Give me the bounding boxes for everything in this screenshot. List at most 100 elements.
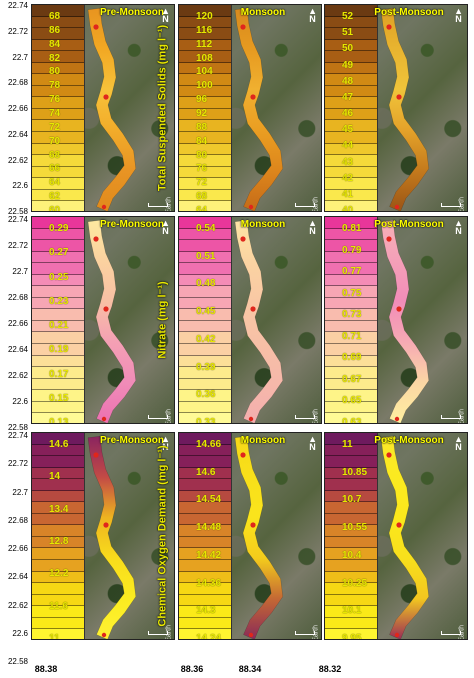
legend-label: 0.75 (342, 287, 362, 299)
y-tick-label: 22.64 (7, 345, 28, 354)
legend-label: 88 (196, 121, 208, 133)
legend-colorbar: 120 116 112 108 104 100 96 92 88 84 80 76 72 68 64 (179, 5, 232, 211)
legend-label: 0.54 (196, 223, 216, 234)
map-panel: 14.61413.412.812.211.611Pre-Monsoon▲NGoo… (31, 432, 175, 640)
legend-label: 0.33 (196, 417, 216, 424)
y-tick-label: 22.62 (7, 155, 28, 165)
legend-label: 51 (342, 27, 354, 39)
legend-label: 14.54 (196, 494, 222, 506)
north-arrow-icon: ▲ N (308, 6, 317, 24)
river-overlay (234, 8, 284, 211)
map-panel: 0.29 0.27 0.25 0.23 0.21 0.19 0.17 0.15 0.13 Pre-… (31, 216, 175, 424)
river-overlay (87, 8, 137, 211)
legend-label: 0.81 (342, 223, 362, 234)
legend-colorbar: 14.66 14.6 14.54 14.48 14.42 14.36 14.3 14.24 (179, 433, 232, 639)
map-panel: 120 116 112 108 104 100 96 92 88 84 80 76 72 68 64 Mons… (178, 4, 322, 212)
x-tick-label: 88.34 (238, 664, 262, 674)
north-arrow-icon: ▲ N (454, 434, 463, 452)
legend-label: 84 (196, 135, 208, 147)
river-overlay (380, 220, 430, 423)
y-tick-label: 22.66 (7, 319, 28, 328)
legend-label: 0.42 (196, 333, 216, 345)
river-channel (234, 220, 284, 423)
legend-colorbar: 14.6 14 13.4 12.8 12.2 11.6 11 (32, 433, 85, 639)
north-label: N (455, 226, 462, 236)
y-tick-label: 22.58 (7, 423, 28, 432)
sampling-point-marker (103, 306, 109, 312)
legend-label: 50 (342, 43, 354, 55)
season-label: Post-Monsoon (374, 435, 444, 446)
sampling-point-marker (248, 632, 254, 638)
legend-label: 80 (196, 149, 208, 161)
river-channel (380, 436, 430, 639)
legend-colorbar: 0.54 0.51 0.48 0.45 0.42 0.39 0.36 0.33 (179, 217, 232, 423)
parameter-label: Nitrate (mg l⁻¹) (156, 281, 168, 359)
north-label: N (455, 14, 462, 24)
legend-colorbar: 11 10.85 10.7 10.55 10.4 10.25 10.1 9.95 (325, 433, 378, 639)
north-label: N (455, 442, 462, 452)
sampling-point-marker (240, 452, 246, 458)
parameter-title: Chemical Oxygen Demand (mg l⁻¹) (151, 432, 172, 640)
legend-label: 0.79 (342, 244, 362, 256)
legend-label: 11 (342, 439, 353, 450)
legend-label: 10.7 (342, 494, 362, 506)
y-tick-label: 22.74 (7, 1, 28, 10)
legend-label: 14.3 (196, 605, 216, 617)
y-tick-label: 22.68 (7, 293, 28, 302)
north-label: N (162, 226, 169, 236)
sampling-point-marker (250, 522, 256, 528)
legend-label: 41 (342, 188, 354, 200)
legend-label: 0.27 (49, 247, 69, 259)
sampling-point-marker (103, 94, 109, 100)
legend-label: 0.63 (342, 417, 362, 424)
map-panel: 0.54 0.51 0.48 0.45 0.42 0.39 0.36 0.33 Monsoon ▲… (178, 216, 322, 424)
north-label: N (309, 14, 316, 24)
scale-bar (441, 415, 461, 419)
x-tick-label: 88.38 (34, 664, 58, 674)
north-arrow-icon: ▲ N (161, 218, 170, 236)
sampling-point-marker (386, 236, 392, 242)
legend-label: 92 (196, 108, 208, 119)
sampling-point-marker (250, 94, 256, 100)
legend-label: 13.4 (49, 503, 69, 515)
sampling-point-marker (250, 306, 256, 312)
legend-label: 70 (49, 135, 61, 147)
legend-label: 44 (342, 140, 354, 152)
legend-label: 0.67 (342, 373, 362, 385)
north-label: N (162, 442, 169, 452)
sampling-point-marker (93, 452, 99, 458)
legend-label: 49 (342, 59, 354, 71)
legend-label: 14.48 (196, 522, 222, 534)
legend-label: 68 (49, 149, 61, 161)
scale-bar (148, 415, 168, 419)
river-overlay (87, 220, 137, 423)
x-tick-label: 88.32 (318, 664, 342, 674)
y-tick-label: 22.64 (7, 129, 28, 139)
season-label: Monsoon (240, 435, 286, 446)
sampling-point-marker (93, 236, 99, 242)
legend-label: 74 (49, 108, 61, 119)
north-arrow-icon: ▲ N (454, 218, 463, 236)
north-label: N (309, 226, 316, 236)
river-overlay (87, 436, 137, 639)
legend-label: 86 (49, 24, 61, 36)
sampling-point-marker (386, 24, 392, 30)
legend-label: 76 (49, 94, 61, 106)
river-channel (234, 8, 284, 211)
legend-label: 14.42 (196, 549, 222, 561)
y-tick-label: 22.74 (7, 431, 28, 440)
season-label: Monsoon (240, 7, 286, 18)
legend-label: 96 (196, 94, 208, 106)
legend-label: 0.51 (196, 250, 216, 262)
legend-label: 9.95 (342, 633, 362, 640)
legend-colorbar: 52 51 50 49 48 47 46 45 44 43 42 41 40 (325, 5, 378, 211)
y-tick-label: 22.68 (7, 515, 28, 525)
sampling-point-marker (248, 416, 254, 422)
legend-label: 0.15 (49, 392, 69, 404)
legend-label: 10.4 (342, 549, 362, 561)
legend-label: 120 (196, 11, 213, 22)
sampling-point-marker (396, 522, 402, 528)
season-label: Post-Monsoon (374, 7, 444, 18)
river-channel (380, 220, 430, 423)
sampling-point-marker (396, 94, 402, 100)
